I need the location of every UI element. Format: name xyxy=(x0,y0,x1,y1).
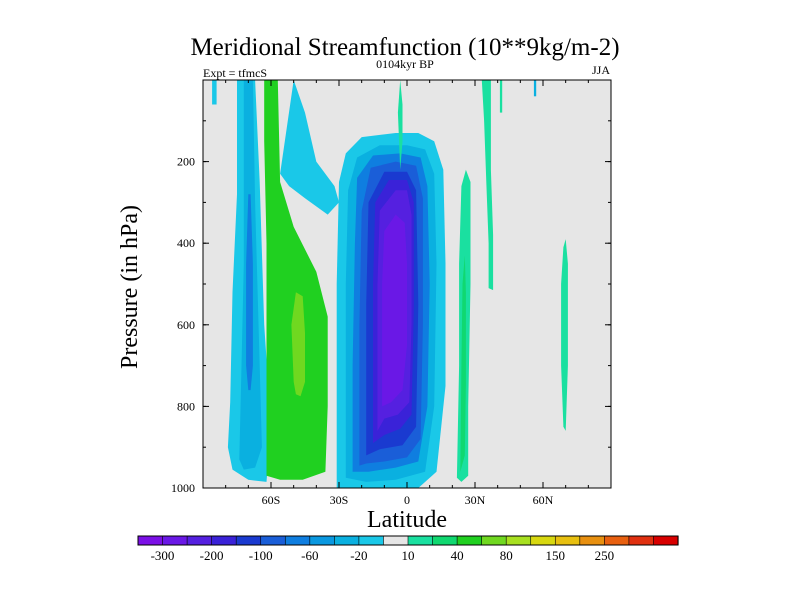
colorbar-bin xyxy=(260,535,286,546)
subtitle-right: JJA xyxy=(592,63,610,77)
contour-nh-upper-band-2 xyxy=(499,80,503,113)
colorbar-bin xyxy=(162,535,188,546)
colorbar-bin xyxy=(554,535,581,546)
y-axis-label: Pressure (in hPa) xyxy=(117,205,143,369)
colorbar-label: 40 xyxy=(451,548,464,563)
contour-hadley-cell-core xyxy=(382,214,407,407)
colorbar-label: -200 xyxy=(200,548,224,563)
y-tick-label: 1000 xyxy=(171,481,195,495)
contour-nh-upper-band xyxy=(481,80,494,291)
contour-sh-polar-band xyxy=(280,80,339,215)
contour-nh-midlat-band xyxy=(561,239,568,431)
colorbar-label: 150 xyxy=(546,548,566,563)
colorbar: -300 -200 -100 -60 -20 10 40 80 150 250 xyxy=(137,535,679,563)
colorbar-bin xyxy=(235,535,262,546)
colorbar-bin xyxy=(284,535,311,546)
colorbar-bin xyxy=(456,535,483,546)
colorbar-bin xyxy=(432,535,458,546)
contour-upper-nh-dot xyxy=(533,80,537,97)
subtitle-center: 0104kyr BP xyxy=(376,57,434,71)
colorbar-bin xyxy=(137,535,164,546)
colorbar-bin xyxy=(653,535,679,546)
colorbar-bin xyxy=(579,535,605,546)
colorbar-bin xyxy=(407,535,434,546)
contour-sh-ferrel-cell-core xyxy=(291,292,305,397)
contour-sh-ferrel-cell xyxy=(264,80,328,480)
contour-upper-left-sliver xyxy=(212,80,217,105)
colorbar-bin xyxy=(505,535,532,546)
colorbar-label: 250 xyxy=(595,548,615,563)
colorbar-label: -100 xyxy=(249,548,273,563)
colorbar-bin xyxy=(309,535,335,546)
contour-nh-subtropical-core xyxy=(460,255,466,472)
y-tick-label: 400 xyxy=(177,236,195,250)
colorbar-bin xyxy=(383,535,409,546)
colorbar-label: 10 xyxy=(402,548,415,563)
contour-sh-outer-cell-inner xyxy=(246,194,253,391)
colorbar-frame xyxy=(137,535,679,546)
y-axis-ticks: 200 400 600 800 1000 xyxy=(171,120,611,495)
subtitle-left: Expt = tfmcS xyxy=(203,66,267,80)
colorbar-label: -300 xyxy=(151,548,175,563)
colorbar-bin xyxy=(334,535,360,546)
colorbar-label: 80 xyxy=(500,548,513,563)
colorbar-bin xyxy=(358,535,385,546)
colorbar-bin xyxy=(186,535,213,546)
y-tick-label: 200 xyxy=(177,155,195,169)
x-tick-label: 60S xyxy=(262,493,281,507)
x-tick-label: 0 xyxy=(404,493,410,507)
y-tick-label: 800 xyxy=(177,399,195,413)
x-axis-label: Latitude xyxy=(367,507,447,533)
colorbar-bin xyxy=(481,535,507,546)
colorbar-label: -20 xyxy=(350,548,367,563)
x-axis-ticks: 60S 30S 0 30N 60N xyxy=(225,80,589,507)
colorbar-bin xyxy=(530,535,556,546)
y-tick-label: 600 xyxy=(177,318,195,332)
x-tick-label: 30S xyxy=(330,493,349,507)
colorbar-label: -60 xyxy=(301,548,318,563)
colorbar-bin xyxy=(628,535,655,546)
colorbar-bin xyxy=(211,535,237,546)
x-tick-label: 60N xyxy=(533,493,554,507)
x-tick-label: 30N xyxy=(465,493,486,507)
chart-title: Meridional Streamfunction (10**9kg/m-2) xyxy=(190,34,619,61)
contour-layer xyxy=(212,80,568,488)
plot-area: 60S 30S 0 30N 60N 200 400 600 800 1000 xyxy=(171,79,612,507)
colorbar-bin xyxy=(604,535,630,546)
contour-equatorial-narrow-cell xyxy=(397,80,403,170)
